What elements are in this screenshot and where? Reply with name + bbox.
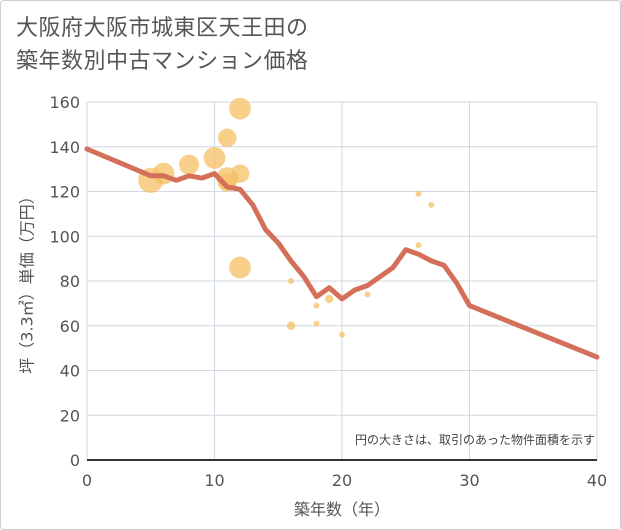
y-axis-label: 坪（3.3㎡）単価（万円）: [18, 188, 37, 373]
y-tick-120: 120: [49, 183, 80, 202]
y-tick-60: 60: [60, 317, 80, 336]
scatter-point-7: [229, 97, 251, 120]
scatter-point-16: [364, 291, 371, 298]
scatter-point-4: [218, 128, 237, 148]
scatter-point-12: [313, 302, 320, 309]
scatter-point-15: [339, 331, 345, 338]
x-tick-40: 40: [587, 471, 607, 490]
y-tick-labels: 0 20 40 60 80 100 120 140 160: [49, 93, 80, 470]
scatter-point-18: [415, 242, 422, 249]
chart-title: 大阪府大阪市城東区天王田の 築年数別中古マンション価格: [16, 12, 309, 78]
y-tick-140: 140: [49, 138, 80, 157]
y-tick-160: 160: [49, 93, 80, 112]
trend-line: [84, 146, 600, 360]
x-tick-10: 10: [204, 471, 224, 490]
scatter-point-2: [178, 154, 200, 175]
scatter-point-3: [203, 147, 226, 169]
x-axis-label: 築年数（年）: [294, 500, 390, 519]
bubble-size-note: 円の大きさは、取引のあった物件面積を示す: [355, 432, 595, 447]
y-tick-100: 100: [49, 227, 80, 246]
scatter-point-10: [288, 278, 294, 284]
y-tick-40: 40: [60, 362, 80, 381]
scatter-point-8: [230, 164, 250, 183]
scatter-points: [138, 97, 435, 338]
scatter-point-11: [286, 321, 296, 330]
x-tick-20: 20: [332, 471, 352, 490]
scatter-point-19: [428, 201, 435, 208]
x-tick-labels: 0 10 20 30 40: [82, 471, 607, 490]
scatter-point-13: [313, 320, 320, 327]
chart-title-line-2: 築年数別中古マンション価格: [16, 49, 309, 74]
scatter-point-14: [325, 294, 334, 304]
y-tick-80: 80: [60, 272, 80, 291]
scatter-point-17: [415, 190, 422, 197]
x-tick-0: 0: [82, 471, 92, 490]
y-tick-20: 20: [60, 406, 80, 425]
y-tick-0: 0: [70, 451, 80, 470]
scatter-point-9: [229, 256, 251, 279]
x-tick-30: 30: [459, 471, 479, 490]
grid-lines: [86, 101, 598, 461]
chart-title-line-1: 大阪府大阪市城東区天王田の: [16, 16, 309, 41]
